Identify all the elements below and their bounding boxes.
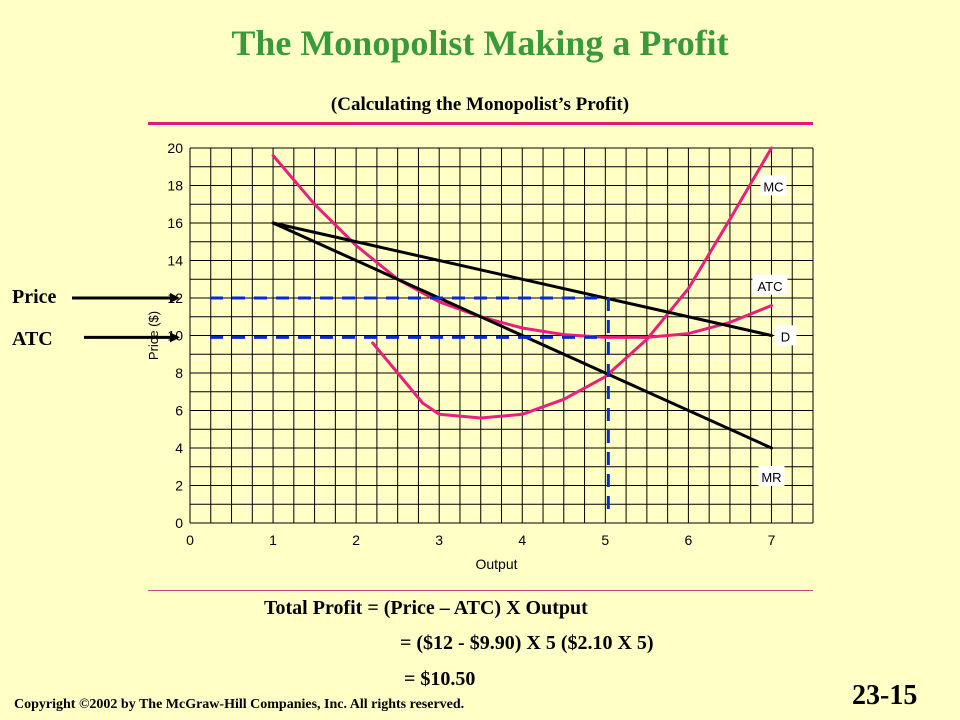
x-tick-label: 5 xyxy=(601,532,609,548)
curve-label-mc: MC xyxy=(763,179,783,194)
y-tick-label: 14 xyxy=(167,253,183,269)
curve-label-atc: ATC xyxy=(757,279,782,294)
top-divider xyxy=(148,122,813,125)
atc-side-label: ATC xyxy=(12,328,53,350)
x-axis-label: Output xyxy=(475,556,517,572)
x-tick-label: 4 xyxy=(518,532,526,548)
chart-grid xyxy=(189,147,814,524)
y-tick-label: 0 xyxy=(175,515,183,531)
x-tick-label: 0 xyxy=(186,532,194,548)
x-tick-label: 7 xyxy=(768,532,776,548)
price-side-label: Price xyxy=(12,286,57,308)
x-tick-label: 3 xyxy=(435,532,443,548)
y-axis-label: Price ($) xyxy=(146,311,161,360)
x-tick-label: 1 xyxy=(269,532,277,548)
y-tick-label: 4 xyxy=(175,440,183,456)
x-tick-label: 6 xyxy=(685,532,693,548)
label-box-mc xyxy=(760,175,787,196)
formula-line-2: = ($12 - $9.90) X 5 ($2.10 X 5) xyxy=(400,632,654,654)
y-tick-label: 18 xyxy=(167,178,183,194)
label-box-atc xyxy=(752,274,788,295)
copyright-text: Copyright ©2002 by The McGraw-Hill Compa… xyxy=(14,697,465,712)
y-tick-label: 8 xyxy=(175,365,183,381)
y-tick-label: 2 xyxy=(175,478,183,494)
curve-label-mr: MR xyxy=(761,470,781,485)
series-atc-line xyxy=(271,154,773,339)
formula-line-1: Total Profit = (Price – ATC) X Output xyxy=(264,597,588,619)
label-box-d xyxy=(774,325,797,346)
series-d-line xyxy=(271,221,773,337)
y-tick-label: 16 xyxy=(167,215,183,231)
curve-label-d: D xyxy=(781,329,790,344)
label-box-mr xyxy=(758,466,785,486)
series-mc-line xyxy=(371,146,773,420)
y-tick-label: 10 xyxy=(167,328,183,344)
slide-subtitle: (Calculating the Monopolist’s Profit) xyxy=(330,94,630,115)
formula-line-3: = $10.50 xyxy=(404,668,476,690)
y-tick-label: 6 xyxy=(175,403,183,419)
bottom-divider xyxy=(148,590,813,591)
y-tick-label: 20 xyxy=(167,140,183,156)
series-mr-line xyxy=(271,221,773,450)
slide-number: 23-15 xyxy=(852,680,918,711)
x-tick-label: 2 xyxy=(352,532,360,548)
slide-title: The Monopolist Making a Profit xyxy=(231,23,729,63)
